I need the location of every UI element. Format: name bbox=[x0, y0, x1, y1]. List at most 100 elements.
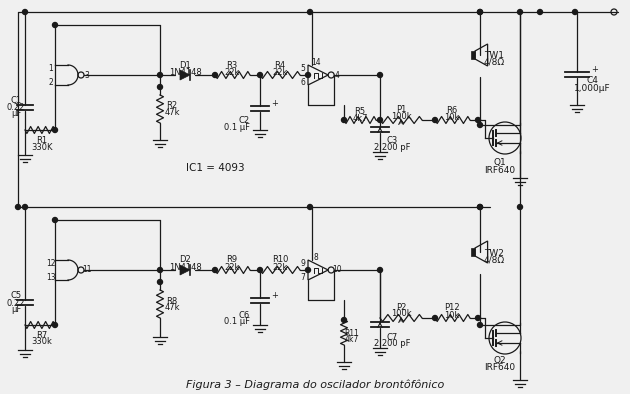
Text: R7: R7 bbox=[37, 331, 48, 340]
Circle shape bbox=[476, 117, 481, 123]
Bar bbox=[471, 248, 475, 256]
Circle shape bbox=[258, 72, 263, 78]
Circle shape bbox=[537, 9, 542, 15]
Text: 10k: 10k bbox=[444, 310, 460, 320]
Text: C3: C3 bbox=[386, 136, 398, 145]
Text: 1: 1 bbox=[49, 63, 54, 72]
Text: 4k7: 4k7 bbox=[345, 336, 359, 344]
Text: 14: 14 bbox=[311, 58, 321, 67]
Circle shape bbox=[341, 318, 347, 323]
Text: IRF640: IRF640 bbox=[484, 165, 515, 175]
Text: P12: P12 bbox=[444, 303, 460, 312]
Circle shape bbox=[23, 204, 28, 210]
Text: 7: 7 bbox=[301, 273, 306, 281]
Text: R8: R8 bbox=[166, 297, 178, 305]
Text: R6: R6 bbox=[447, 106, 457, 115]
Text: TW1: TW1 bbox=[484, 50, 504, 59]
Text: Q1: Q1 bbox=[494, 158, 507, 167]
Text: R4: R4 bbox=[275, 61, 285, 69]
Circle shape bbox=[158, 279, 163, 284]
Text: 0.1 μF: 0.1 μF bbox=[224, 123, 250, 132]
Text: C2: C2 bbox=[239, 115, 250, 125]
Polygon shape bbox=[180, 265, 190, 275]
Text: 47k: 47k bbox=[164, 108, 180, 117]
Text: 330k: 330k bbox=[32, 338, 52, 346]
Text: 13: 13 bbox=[46, 273, 56, 281]
Circle shape bbox=[23, 9, 28, 15]
Text: P1: P1 bbox=[396, 104, 406, 113]
Circle shape bbox=[478, 9, 483, 15]
Circle shape bbox=[306, 72, 311, 78]
Bar bbox=[471, 51, 475, 59]
Circle shape bbox=[158, 84, 163, 89]
Text: R2: R2 bbox=[166, 100, 178, 110]
Circle shape bbox=[16, 204, 21, 210]
Circle shape bbox=[478, 204, 483, 210]
Text: +: + bbox=[271, 290, 278, 299]
Text: 0.22: 0.22 bbox=[7, 299, 25, 307]
Text: 8: 8 bbox=[314, 253, 318, 262]
Circle shape bbox=[517, 204, 522, 210]
Text: 5: 5 bbox=[301, 63, 306, 72]
Circle shape bbox=[433, 117, 437, 123]
Circle shape bbox=[377, 268, 382, 273]
Text: +: + bbox=[591, 65, 598, 74]
Text: 1N4148: 1N4148 bbox=[169, 67, 202, 76]
Circle shape bbox=[52, 128, 57, 132]
Circle shape bbox=[307, 204, 312, 210]
Text: 330K: 330K bbox=[32, 143, 53, 152]
Text: C7: C7 bbox=[386, 333, 398, 342]
Text: 4: 4 bbox=[335, 71, 340, 80]
Circle shape bbox=[258, 268, 263, 273]
Text: μF: μF bbox=[11, 305, 21, 314]
Circle shape bbox=[377, 117, 382, 123]
Text: 11: 11 bbox=[83, 266, 92, 275]
Text: 10k: 10k bbox=[444, 113, 460, 121]
Text: 2: 2 bbox=[49, 78, 54, 87]
Text: 47k: 47k bbox=[164, 303, 180, 312]
Text: R9: R9 bbox=[226, 255, 238, 264]
Text: P2: P2 bbox=[396, 303, 406, 312]
Circle shape bbox=[158, 268, 163, 273]
Text: Q2: Q2 bbox=[494, 355, 507, 364]
Circle shape bbox=[212, 268, 217, 273]
Text: 22k: 22k bbox=[272, 262, 288, 271]
Text: 22k: 22k bbox=[272, 67, 288, 76]
Text: 4/8Ω: 4/8Ω bbox=[483, 255, 505, 264]
Text: R3: R3 bbox=[226, 61, 238, 69]
Text: R10: R10 bbox=[272, 255, 288, 264]
Text: IRF640: IRF640 bbox=[484, 364, 515, 372]
Circle shape bbox=[377, 72, 382, 78]
Text: R1: R1 bbox=[37, 136, 47, 145]
Text: C6: C6 bbox=[239, 310, 250, 320]
Text: 22k: 22k bbox=[224, 262, 239, 271]
Text: R5: R5 bbox=[355, 106, 365, 115]
Text: 100k: 100k bbox=[391, 310, 411, 318]
Text: 4k7: 4k7 bbox=[352, 113, 368, 123]
Circle shape bbox=[158, 72, 163, 78]
Circle shape bbox=[573, 9, 578, 15]
Text: 2,200 pF: 2,200 pF bbox=[374, 143, 410, 152]
Circle shape bbox=[517, 9, 522, 15]
Text: 9: 9 bbox=[301, 258, 306, 268]
Text: 100k: 100k bbox=[391, 112, 411, 121]
Circle shape bbox=[478, 204, 483, 210]
Text: 22k: 22k bbox=[224, 67, 239, 76]
Text: 1N4148: 1N4148 bbox=[169, 262, 202, 271]
Circle shape bbox=[52, 323, 57, 327]
Text: D1: D1 bbox=[179, 61, 191, 69]
Circle shape bbox=[476, 316, 481, 320]
Text: C4: C4 bbox=[586, 76, 598, 84]
Circle shape bbox=[52, 217, 57, 223]
Text: C5: C5 bbox=[11, 292, 21, 301]
Text: C1: C1 bbox=[11, 95, 21, 104]
Text: 1,000μF: 1,000μF bbox=[574, 84, 610, 93]
Circle shape bbox=[478, 9, 483, 15]
Circle shape bbox=[306, 268, 311, 273]
Text: 4/8Ω: 4/8Ω bbox=[483, 58, 505, 67]
Text: 10: 10 bbox=[333, 266, 342, 275]
Text: 6: 6 bbox=[301, 78, 306, 87]
Circle shape bbox=[478, 323, 483, 327]
Circle shape bbox=[212, 72, 217, 78]
Circle shape bbox=[341, 117, 347, 123]
